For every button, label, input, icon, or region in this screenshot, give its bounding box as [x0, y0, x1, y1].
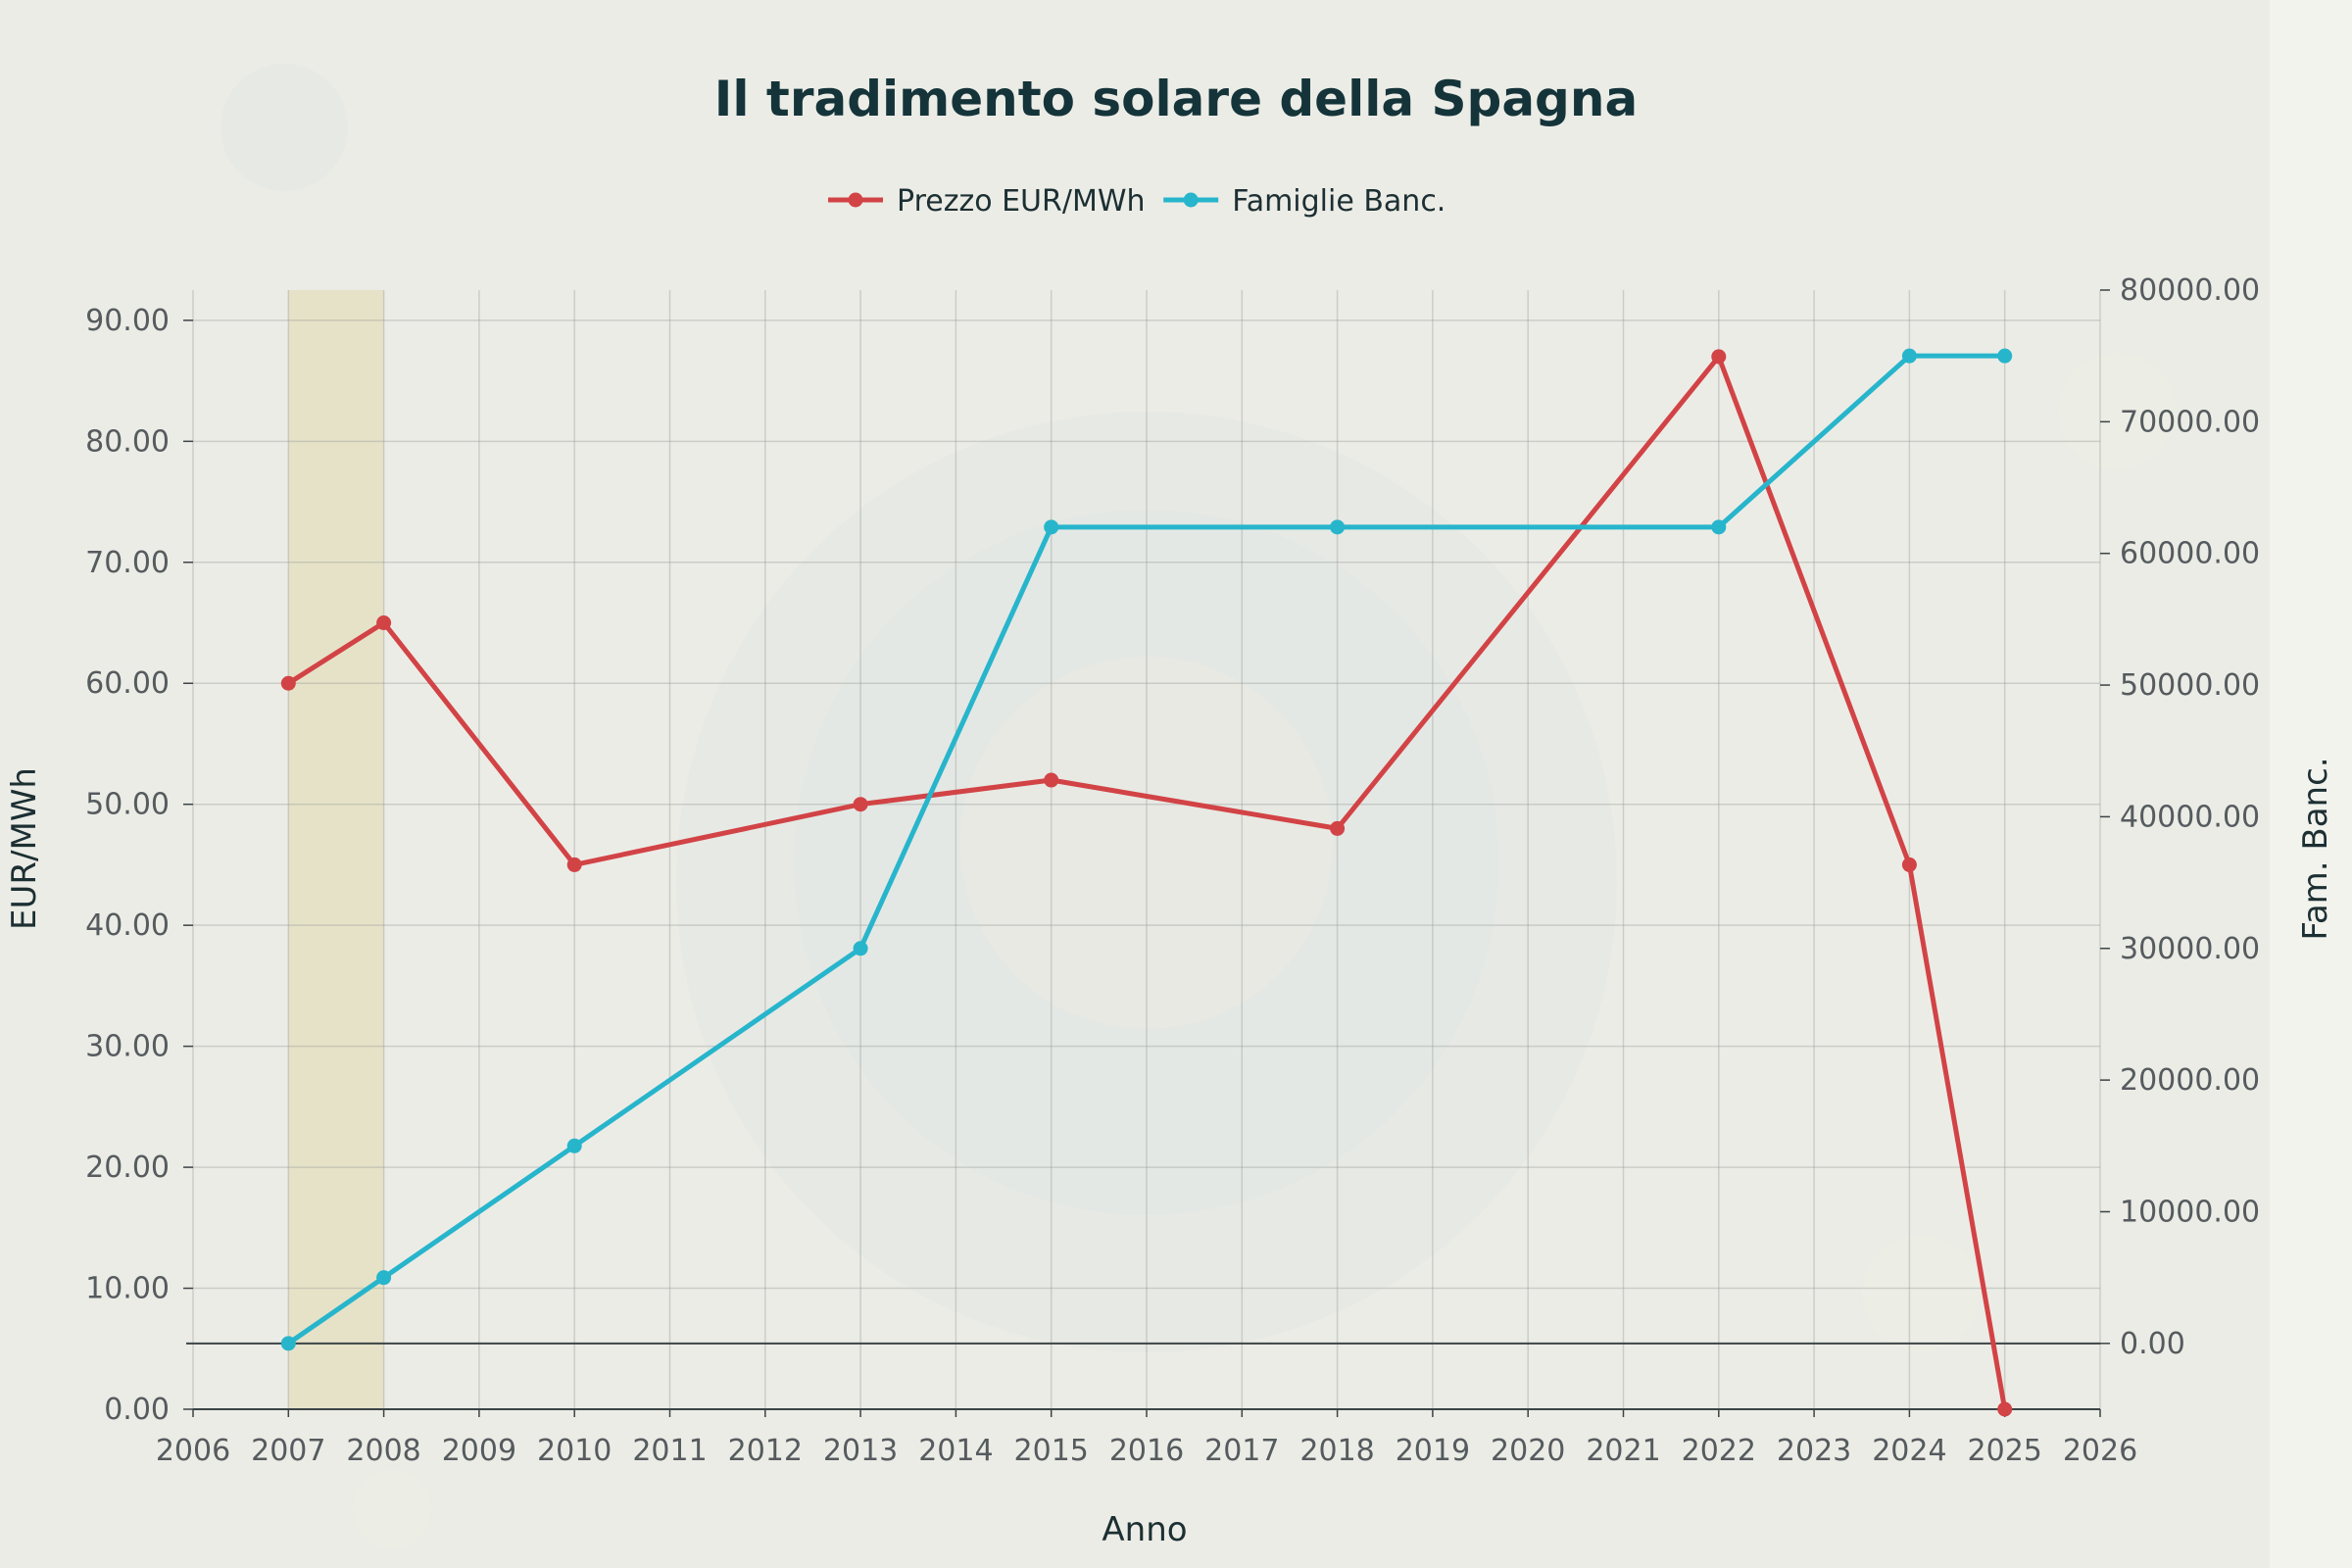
x-tick-label: 2008	[346, 1434, 420, 1468]
data-point	[1711, 519, 1727, 535]
x-tick-label: 2018	[1299, 1434, 1374, 1468]
series-2	[280, 348, 2013, 1351]
x-tick-label: 2026	[2063, 1434, 2137, 1468]
y2-axis-title: Fam. Banc.	[2296, 757, 2335, 940]
background-decoration	[220, 64, 2176, 1548]
x-tick-label: 2019	[1396, 1434, 1470, 1468]
x-tick-label: 2015	[1014, 1434, 1089, 1468]
y-axis-ticks: 0.00 10.00 20.00 30.00 40.00 50.00 60.00 70.00 8…	[85, 304, 193, 1427]
data-point	[566, 857, 582, 872]
data-point	[853, 941, 868, 956]
y2-tick-label: 10000.00	[2120, 1195, 2260, 1229]
y2-tick-label: 80000.00	[2120, 273, 2260, 308]
data-point	[1330, 519, 1346, 535]
data-point	[1330, 820, 1346, 836]
data-point	[376, 1270, 392, 1286]
data-point	[1044, 772, 1059, 788]
x-tick-label: 2025	[1968, 1434, 2042, 1468]
data-point	[1997, 1401, 2013, 1417]
x-tick-label: 2013	[823, 1434, 898, 1468]
data-point	[566, 1138, 582, 1153]
legend: Prezzo EUR/MWh Famiglie Banc.	[828, 184, 1446, 219]
y-tick-label: 80.00	[85, 424, 170, 459]
x-tick-label: 2011	[632, 1434, 707, 1468]
y-tick-label: 60.00	[85, 666, 170, 701]
y-tick-label: 40.00	[85, 908, 170, 943]
y2-tick-label: 0.00	[2120, 1327, 2185, 1361]
y2-tick-label: 30000.00	[2120, 932, 2260, 966]
x-tick-label: 2024	[1872, 1434, 1946, 1468]
x-tick-label: 2017	[1204, 1434, 1279, 1468]
legend-label: Prezzo EUR/MWh	[897, 184, 1146, 219]
data-point	[280, 1336, 296, 1351]
y-tick-label: 50.00	[85, 788, 170, 822]
series-1	[280, 349, 2013, 1417]
x-tick-label: 2007	[251, 1434, 325, 1468]
legend-swatch-marker	[848, 192, 863, 208]
x-tick-label: 2020	[1491, 1434, 1565, 1468]
background-strip	[2270, 0, 2352, 1568]
y-tick-label: 0.00	[104, 1393, 170, 1427]
data-point	[1711, 349, 1727, 365]
x-tick-label: 2016	[1109, 1434, 1184, 1468]
data-point	[376, 615, 392, 631]
y-tick-label: 90.00	[85, 304, 170, 338]
x-tick-label: 2014	[918, 1434, 993, 1468]
data-point	[280, 675, 296, 691]
y-axis-title: EUR/MWh	[5, 767, 44, 930]
x-axis-ticks: 2006 2007 2008 2009 2010 2011 2012 2013 2014 2015…	[156, 1409, 2137, 1468]
data-point	[1901, 857, 1917, 872]
legend-label: Famiglie Banc.	[1232, 184, 1446, 219]
y2-axis-ticks: 0.00 10000.00 20000.00 30000.00 40000.00 5000…	[2100, 273, 2260, 1361]
y-tick-label: 10.00	[85, 1272, 170, 1306]
data-point	[853, 797, 868, 812]
chart-title: Il tradimento solare della Spagna	[714, 71, 1638, 127]
data-point	[1901, 348, 1917, 364]
x-tick-label: 2012	[728, 1434, 803, 1468]
y2-tick-label: 60000.00	[2120, 537, 2260, 571]
legend-swatch-marker	[1183, 192, 1199, 208]
y-tick-label: 30.00	[85, 1030, 170, 1064]
y2-tick-label: 40000.00	[2120, 800, 2260, 834]
x-tick-label: 2010	[537, 1434, 612, 1468]
x-tick-label: 2023	[1777, 1434, 1851, 1468]
x-tick-label: 2022	[1682, 1434, 1756, 1468]
data-point	[1997, 348, 2013, 364]
y2-tick-label: 50000.00	[2120, 668, 2260, 703]
legend-item-1: Prezzo EUR/MWh	[828, 184, 1146, 219]
grid	[192, 290, 2101, 1410]
y2-tick-label: 70000.00	[2120, 405, 2260, 439]
y2-tick-label: 20000.00	[2120, 1063, 2260, 1098]
axes	[186, 1342, 2100, 1410]
x-tick-label: 2021	[1586, 1434, 1660, 1468]
x-tick-label: 2006	[156, 1434, 230, 1468]
x-axis-title: Anno	[1102, 1510, 1187, 1549]
legend-item-2: Famiglie Banc.	[1163, 184, 1446, 219]
data-point	[1044, 519, 1059, 535]
y-tick-label: 20.00	[85, 1151, 170, 1185]
x-tick-label: 2009	[442, 1434, 516, 1468]
y-tick-label: 70.00	[85, 546, 170, 580]
series-layer	[280, 348, 2013, 1417]
highlight-band	[288, 290, 384, 1409]
